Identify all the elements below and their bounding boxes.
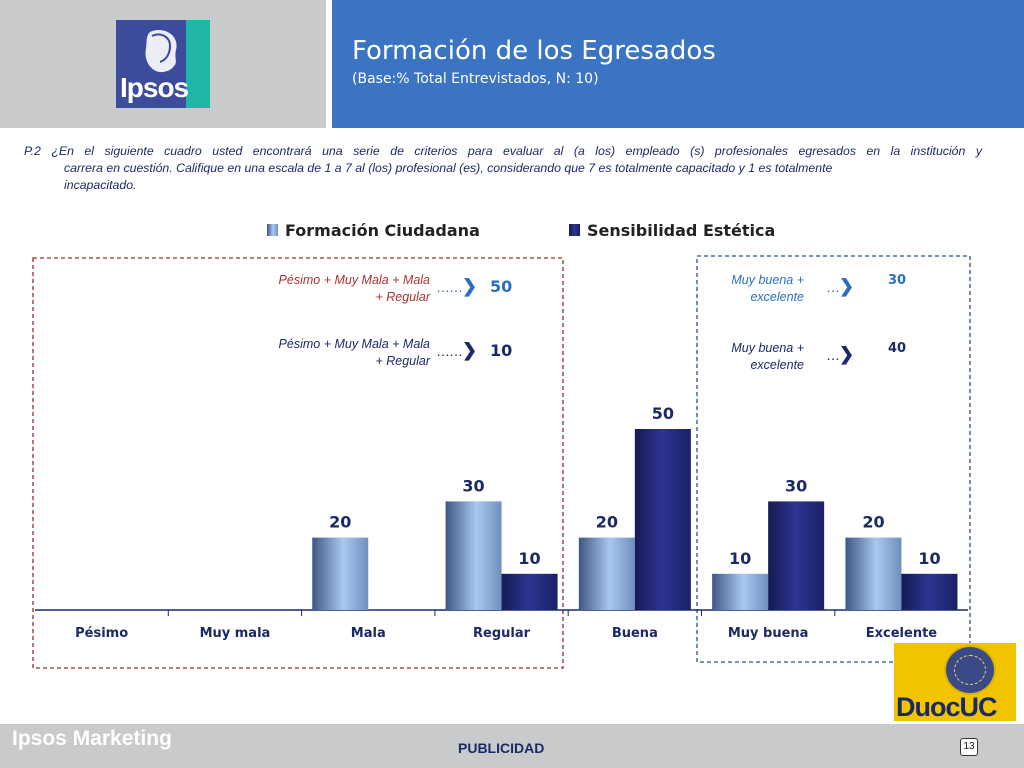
- note-positive-2-line-1: Muy buena +: [731, 341, 804, 355]
- note-negative-1: Pésimo + Muy Mala + Mala + Regular: [232, 272, 430, 306]
- data-label-formacion-regular: 30: [462, 476, 484, 495]
- logo-wordmark: Ipsos: [120, 72, 189, 103]
- note-positive-1: Muy buena + excelente: [690, 272, 804, 306]
- bar-sensibilidad-muy-buena: [768, 501, 825, 610]
- note-positive-1-line-1: Muy buena +: [731, 273, 804, 287]
- chevron-right-icon: ❯: [462, 340, 478, 360]
- note-positive-2-value: 40: [888, 341, 907, 356]
- bar-formacion-excelente: [845, 537, 902, 610]
- legend-swatch-sensibilidad: [569, 224, 580, 236]
- seal-ring: [954, 655, 986, 685]
- question-line-1: P.2 ¿En el siguiente cuadro usted encont…: [24, 144, 982, 158]
- note-positive-1-value: 30: [888, 273, 907, 288]
- bar-sensibilidad-buena: [634, 429, 691, 610]
- bar-sensibilidad-excelente: [901, 573, 958, 610]
- note-negative-2: Pésimo + Muy Mala + Mala + Regular: [232, 336, 430, 370]
- footer: Ipsos Marketing PUBLICIDAD 13: [0, 724, 1024, 768]
- bar-labels: 20 30 10 20 50 10 30 20 10: [329, 404, 940, 568]
- arrow-positive-1: …❯: [826, 276, 855, 296]
- category-label-muy-mala: Muy mala: [200, 626, 271, 641]
- footer-brand: Ipsos Marketing: [12, 727, 172, 750]
- data-label-sensibilidad-excelente: 10: [918, 549, 940, 568]
- header-blue-band: [332, 0, 1024, 128]
- x-axis: [35, 609, 968, 616]
- note-positive-2-line-2: excelente: [750, 358, 804, 372]
- legend-swatch-formacion: [267, 224, 278, 236]
- header-separator: [326, 0, 332, 128]
- bar-formacion-regular: [445, 501, 502, 610]
- note-negative-2-line-2: + Regular: [375, 354, 430, 368]
- category-labels: Pésimo Muy mala Mala Regular Buena Muy buena E…: [75, 626, 937, 641]
- bar-formacion-buena: [578, 537, 635, 610]
- question-line-3: incapacitado.: [64, 178, 137, 192]
- arrow-negative-2: ……❯: [436, 340, 477, 361]
- category-label-muy-buena: Muy buena: [728, 626, 809, 641]
- bar-formacion-mala: [312, 537, 369, 610]
- bar-formacion-muy-buena: [712, 573, 769, 610]
- chevron-right-icon: ❯: [839, 276, 855, 296]
- bars: [312, 429, 958, 610]
- note-negative-1-value: 50: [490, 277, 513, 296]
- data-label-formacion-excelente: 20: [862, 513, 884, 532]
- data-label-sensibilidad-muy-buena: 30: [785, 476, 807, 495]
- page-title: Formación de los Egresados: [352, 36, 716, 66]
- positive-range-box: [696, 255, 971, 663]
- logo-teal-strip: [186, 20, 210, 108]
- data-label-sensibilidad-buena: 50: [652, 404, 674, 423]
- data-label-sensibilidad-regular: 10: [518, 549, 540, 568]
- page-subtitle: (Base:% Total Entrevistados, N: 10): [352, 71, 599, 87]
- arrow-dots: ……: [436, 343, 463, 359]
- category-label-p-simo: Pésimo: [75, 626, 128, 641]
- duocuc-logo: DuocUC: [894, 643, 1016, 722]
- footer-section-label: PUBLICIDAD: [458, 740, 545, 756]
- data-label-formacion-mala: 20: [329, 513, 351, 532]
- note-negative-2-value: 10: [490, 341, 513, 360]
- university-seal-icon: [944, 645, 996, 695]
- category-label-excelente: Excelente: [866, 626, 938, 641]
- chevron-right-icon: ❯: [839, 344, 855, 364]
- logo-profile-icon: [145, 30, 177, 73]
- bar-sensibilidad-regular: [501, 573, 558, 610]
- legend-label-formacion: Formación Ciudadana: [285, 221, 480, 240]
- category-label-regular: Regular: [473, 626, 531, 641]
- negative-range-box: [32, 257, 564, 669]
- category-label-buena: Buena: [612, 626, 658, 641]
- data-label-formacion-muy-buena: 10: [729, 549, 751, 568]
- note-positive-1-line-2: excelente: [750, 290, 804, 304]
- note-negative-1-line-1: Pésimo + Muy Mala + Mala: [278, 273, 430, 287]
- note-positive-2: Muy buena + excelente: [690, 340, 804, 374]
- question-text: P.2 ¿En el siguiente cuadro usted encont…: [24, 143, 982, 194]
- data-label-formacion-buena: 20: [596, 513, 618, 532]
- note-negative-2-line-1: Pésimo + Muy Mala + Mala: [278, 337, 430, 351]
- category-label-mala: Mala: [351, 626, 386, 641]
- question-line-2: carrera en cuestión. Califique en una es…: [64, 161, 833, 175]
- duocuc-wordmark: DuocUC: [896, 692, 997, 722]
- arrow-dots: ……: [436, 279, 463, 295]
- arrow-negative-1: ……❯: [436, 276, 477, 297]
- page-number: 13: [960, 738, 978, 756]
- note-negative-1-line-2: + Regular: [375, 290, 430, 304]
- legend-label-sensibilidad: Sensibilidad Estética: [587, 221, 775, 240]
- arrow-positive-2: …❯: [826, 344, 855, 364]
- ipsos-logo: Ipsos: [116, 20, 210, 108]
- chevron-right-icon: ❯: [462, 276, 478, 296]
